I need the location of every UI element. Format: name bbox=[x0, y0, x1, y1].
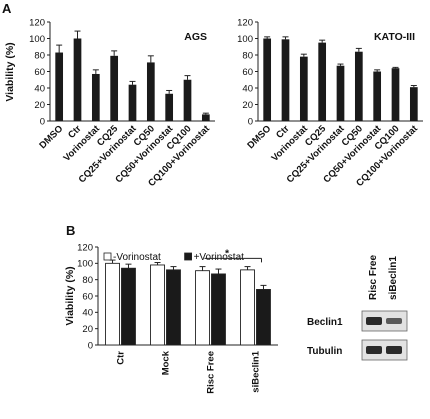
bar bbox=[165, 93, 174, 121]
y-tick-label: 0 bbox=[88, 340, 93, 351]
blot-frame-beclin1 bbox=[361, 310, 408, 332]
chart-title: AGS bbox=[184, 31, 207, 43]
x-tick-label: siBeclin1 bbox=[251, 350, 262, 392]
bar bbox=[166, 269, 181, 346]
y-tick-label: 60 bbox=[242, 67, 253, 78]
bar bbox=[318, 42, 327, 121]
y-tick-label: 0 bbox=[40, 116, 45, 127]
y-tick-label: 40 bbox=[242, 83, 253, 94]
bar bbox=[336, 65, 345, 121]
bar bbox=[263, 38, 272, 121]
bar bbox=[211, 273, 226, 346]
y-tick-label: 20 bbox=[242, 100, 253, 111]
y-tick-label: 20 bbox=[34, 100, 45, 111]
blot-band-beclin1-sibeclin1 bbox=[386, 318, 402, 324]
y-tick-label: 100 bbox=[237, 34, 253, 45]
bar bbox=[299, 56, 308, 121]
bar bbox=[373, 71, 382, 121]
bar bbox=[146, 62, 155, 121]
bar bbox=[281, 39, 290, 122]
western-blot: Risc Free siBeclin1 Beclin1 Tubulin bbox=[307, 255, 408, 361]
y-tick-label: 40 bbox=[82, 308, 93, 319]
bar bbox=[91, 73, 100, 121]
blot-column-risc-free: Risc Free bbox=[368, 255, 379, 300]
blot-band-tubulin-sibeclin1 bbox=[386, 346, 402, 354]
y-tick-label: 100 bbox=[77, 259, 93, 270]
beclin-bar-chart: 0 20 40 60 80 100 120 Viability (%) Ctr Mock Risc … bbox=[64, 242, 278, 394]
bar bbox=[240, 269, 255, 346]
bar bbox=[195, 270, 210, 346]
panel-label-a: A bbox=[2, 1, 12, 16]
y-tick-label: 80 bbox=[242, 50, 253, 61]
bar bbox=[105, 262, 120, 346]
legend-label: +Vorinostat bbox=[194, 252, 245, 263]
x-tick-label: Risc Free bbox=[206, 351, 217, 394]
legend-label: -Vorinostat bbox=[113, 252, 161, 263]
blot-band-beclin1-riscfree bbox=[366, 317, 382, 325]
bar bbox=[409, 87, 418, 121]
y-tick-label: 120 bbox=[77, 242, 93, 253]
y-tick-label: 20 bbox=[82, 324, 93, 335]
y-tick-label: 0 bbox=[248, 116, 253, 127]
blot-column-sibeclin1: siBeclin1 bbox=[388, 256, 399, 300]
panel-label-b: B bbox=[66, 223, 75, 238]
blot-frame-tubulin bbox=[361, 339, 408, 361]
bar bbox=[128, 84, 137, 121]
bar bbox=[110, 55, 119, 122]
y-axis-label: Viability (%) bbox=[4, 42, 16, 101]
blot-band-tubulin-riscfree bbox=[366, 346, 382, 354]
bar bbox=[121, 267, 136, 346]
bar bbox=[150, 264, 165, 346]
legend-swatch bbox=[184, 252, 193, 261]
blot-row-tubulin: Tubulin bbox=[307, 346, 342, 357]
bar bbox=[73, 38, 82, 121]
x-tick-label: DMSO bbox=[37, 123, 65, 151]
bar bbox=[354, 51, 363, 122]
y-tick-label: 60 bbox=[82, 291, 93, 302]
y-tick-label: 120 bbox=[29, 17, 45, 28]
x-tick-label: DMSO bbox=[245, 123, 273, 151]
legend-swatch bbox=[103, 252, 112, 261]
bar bbox=[256, 289, 271, 346]
x-tick-label: Mock bbox=[161, 350, 172, 375]
y-tick-label: 40 bbox=[34, 83, 45, 94]
y-tick-label: 100 bbox=[29, 34, 45, 45]
y-tick-label: 60 bbox=[34, 67, 45, 78]
x-tick-label: Ctr bbox=[116, 351, 127, 365]
bar bbox=[391, 68, 400, 121]
bar bbox=[55, 52, 64, 121]
y-tick-label: 80 bbox=[82, 275, 93, 286]
blot-row-beclin1: Beclin1 bbox=[307, 317, 343, 328]
significance-star: * bbox=[225, 247, 230, 259]
y-tick-label: 80 bbox=[34, 50, 45, 61]
bar bbox=[183, 79, 192, 121]
y-axis-label: Viability (%) bbox=[64, 266, 76, 325]
y-tick-label: 120 bbox=[237, 17, 253, 28]
bar bbox=[201, 114, 210, 121]
chart-title: KATO-III bbox=[374, 31, 415, 43]
